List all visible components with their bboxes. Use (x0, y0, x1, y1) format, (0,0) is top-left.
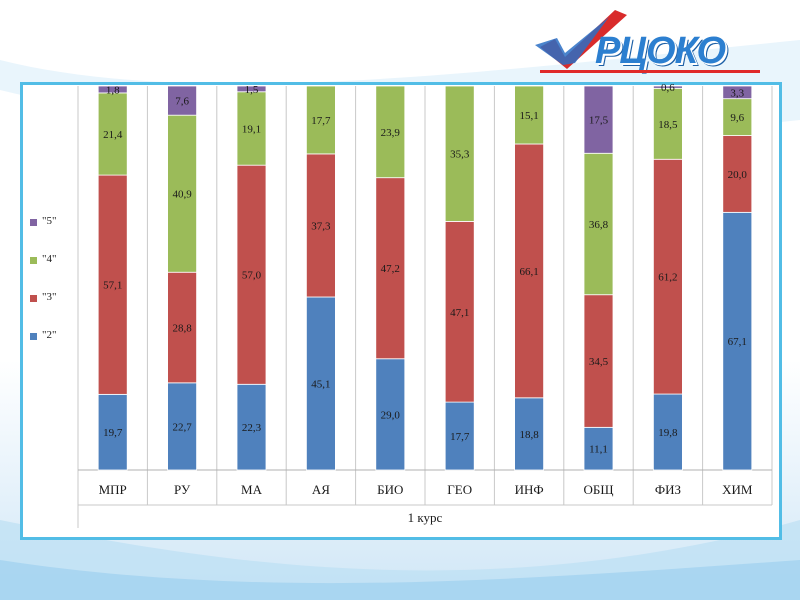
data-label: 34,5 (589, 356, 609, 368)
data-label: 17,5 (589, 115, 609, 127)
data-label: 22,7 (172, 421, 192, 433)
data-label: 35,3 (450, 149, 470, 161)
chart-legend: "5" "4" "3" "2" (30, 215, 80, 367)
data-label: 47,1 (450, 307, 469, 319)
bar-segment (305, 85, 336, 155)
data-label: 15,1 (519, 110, 538, 122)
bar-segment (375, 358, 406, 471)
bar-segment (375, 85, 406, 179)
bar-segment (236, 383, 267, 471)
category-label: АЯ (312, 482, 330, 497)
bar-segment (167, 382, 198, 471)
legend-swatch (30, 295, 37, 302)
data-label: 0,6 (661, 82, 675, 94)
bar-segment (305, 153, 336, 298)
data-label: 9,6 (730, 112, 744, 124)
data-label: 21,4 (103, 129, 123, 141)
bar-segment (514, 85, 544, 145)
bar-segment (236, 164, 267, 385)
bar-segment (167, 85, 198, 116)
checkmark-icon (535, 10, 627, 69)
data-label: 17,7 (311, 115, 331, 127)
data-label: 66,1 (519, 266, 538, 278)
data-label: 67,1 (728, 336, 747, 348)
rcoko-logo (535, 5, 770, 77)
legend-swatch (30, 333, 37, 340)
bar-segment (167, 114, 198, 273)
logo-underline (540, 70, 760, 73)
category-label: РУ (174, 482, 191, 497)
bar-segment (167, 271, 198, 384)
bar-segment (583, 294, 614, 428)
bar-segment (236, 91, 267, 166)
bar-segment (722, 211, 753, 471)
data-label: 23,9 (381, 127, 401, 139)
bar-segment (236, 85, 267, 93)
data-label: 28,8 (172, 323, 192, 335)
data-label: 20,0 (728, 169, 748, 181)
bar-segment (653, 85, 683, 89)
bar-segment (444, 221, 475, 403)
data-label: 1,8 (106, 84, 120, 96)
data-label: 57,1 (103, 280, 122, 292)
legend-swatch (30, 219, 37, 226)
data-label: 11,1 (589, 444, 608, 456)
legend-swatch (30, 257, 37, 264)
legend-label: "3" (42, 291, 57, 303)
data-label: 61,2 (658, 272, 677, 284)
data-label: 47,2 (381, 263, 400, 275)
legend-item-2: "2" (30, 329, 80, 367)
bar-segment (305, 296, 336, 471)
logo-text: РЦОКО (595, 30, 726, 72)
data-label: 7,6 (175, 96, 189, 108)
data-label: 18,5 (658, 119, 678, 131)
bar-segment (97, 85, 128, 94)
data-label: 57,0 (242, 270, 262, 282)
data-label: 18,8 (519, 429, 539, 441)
bar-segment (583, 85, 614, 154)
bar-segment (97, 393, 128, 471)
bar-segment (722, 85, 753, 100)
category-label: ФИЗ (655, 482, 681, 497)
bar-segment (514, 397, 544, 471)
data-label: 3,3 (730, 87, 744, 99)
data-label: 17,7 (450, 431, 470, 443)
data-label: 1,5 (245, 84, 259, 96)
bar-segment (583, 152, 614, 296)
data-label: 40,9 (172, 189, 192, 201)
category-label: ХИМ (722, 482, 753, 497)
bar-segment (375, 177, 406, 360)
category-label: ОБЩ (584, 482, 614, 497)
data-label: 19,1 (242, 123, 261, 135)
legend-label: "5" (42, 215, 57, 227)
category-label: МПР (99, 482, 127, 497)
legend-item-5: "5" (30, 215, 80, 253)
data-label: 22,3 (242, 422, 262, 434)
bar-segment (653, 87, 683, 160)
bar-segment (444, 85, 475, 222)
data-label: 29,0 (381, 409, 401, 421)
bar-segment (444, 401, 475, 471)
bar-segment (583, 426, 614, 471)
data-label: 19,7 (103, 427, 123, 439)
category-label: МА (241, 482, 263, 497)
data-label: 19,8 (658, 427, 678, 439)
category-label: ИНФ (515, 482, 544, 497)
legend-label: "4" (42, 253, 57, 265)
category-label: ГЕО (447, 482, 472, 497)
data-label: 36,8 (589, 219, 609, 231)
legend-item-4: "4" (30, 253, 80, 291)
legend-label: "2" (42, 329, 57, 341)
legend-item-3: "3" (30, 291, 80, 329)
data-label: 45,1 (311, 378, 330, 390)
x-axis-title: 1 курс (408, 510, 443, 525)
data-label: 37,3 (311, 220, 331, 232)
bar-segment (722, 135, 753, 213)
category-label: БИО (377, 482, 403, 497)
